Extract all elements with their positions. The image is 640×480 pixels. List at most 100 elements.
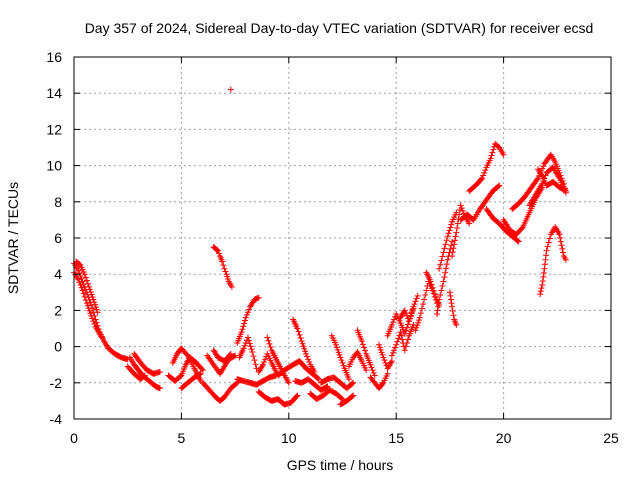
data-point (449, 249, 456, 256)
y-tick-label: 14 (46, 85, 62, 101)
data-point (417, 310, 424, 317)
data-point (242, 314, 249, 321)
data-point (429, 284, 436, 291)
data-point (515, 238, 522, 245)
data-point (370, 369, 377, 376)
data-point (378, 349, 385, 356)
x-tick-label: 0 (70, 430, 78, 446)
data-point (434, 307, 441, 314)
data-point (443, 237, 450, 244)
data-point (369, 367, 376, 374)
data-point (402, 343, 409, 350)
data-point (388, 352, 395, 359)
data-point (437, 261, 444, 268)
data-point (244, 309, 251, 316)
data-point (453, 229, 460, 236)
data-point (252, 361, 259, 368)
data-point (394, 338, 401, 345)
grid (74, 57, 611, 419)
data-point (389, 349, 396, 356)
data-point (413, 324, 420, 331)
data-point (233, 380, 240, 387)
data-point (436, 296, 443, 303)
data-point (92, 304, 99, 311)
data-point (261, 358, 268, 365)
data-point (240, 345, 247, 352)
data-point (350, 392, 357, 399)
data-point (421, 296, 428, 303)
data-point (430, 287, 437, 294)
y-tick-label: 16 (46, 49, 62, 65)
data-point (83, 277, 90, 284)
data-point (367, 361, 374, 368)
data-point (248, 346, 255, 353)
data-point (436, 265, 443, 272)
data-point (98, 334, 105, 341)
data-point (412, 327, 419, 334)
data-point (402, 327, 409, 334)
data-point (336, 351, 343, 358)
data-point (561, 187, 568, 194)
data-point (197, 370, 204, 377)
data-point (562, 187, 569, 194)
data-point (362, 347, 369, 354)
y-tick-label: 12 (46, 121, 62, 137)
data-point (441, 274, 448, 281)
data-point (86, 286, 93, 293)
data-point (388, 321, 395, 328)
data-point (338, 395, 345, 402)
data-point (454, 220, 461, 227)
data-point (439, 282, 446, 289)
data-point (314, 375, 321, 382)
data-point (244, 334, 251, 341)
axis-ticks: 0 5 10 15 20 25 -4 -2 0 2 4 6 8 10 12 14 16 (46, 49, 619, 446)
data-point (391, 347, 398, 354)
data-point (449, 253, 456, 260)
data-point (438, 287, 445, 294)
data-point (398, 332, 405, 339)
data-point (92, 301, 99, 308)
data-point (495, 183, 502, 190)
data-point (444, 233, 451, 240)
data-point (368, 364, 375, 371)
data-point (226, 352, 233, 359)
data-point (177, 373, 184, 380)
data-point (335, 349, 342, 356)
data-point (376, 344, 383, 351)
data-point (450, 245, 457, 252)
x-axis-label: GPS time / hours (287, 457, 394, 473)
data-point (541, 261, 548, 268)
y-tick-label: -4 (50, 411, 63, 427)
data-point (76, 270, 83, 277)
data-point (198, 365, 205, 372)
data-point (241, 320, 248, 327)
data-point (220, 262, 227, 269)
data-point (349, 380, 356, 387)
data-point (559, 245, 566, 252)
data-point (231, 353, 238, 360)
data-point (90, 318, 97, 325)
data-point (389, 319, 396, 326)
data-point (540, 273, 547, 280)
data-point (542, 256, 549, 263)
data-point (451, 237, 458, 244)
data-point (401, 330, 408, 337)
data-point (89, 315, 96, 322)
data-point (382, 359, 389, 366)
data-point (453, 321, 460, 328)
data-point (345, 376, 352, 383)
data-point (219, 258, 226, 265)
data-point (414, 322, 421, 329)
x-tick-label: 20 (496, 430, 512, 446)
data-point (379, 351, 386, 358)
data-point (448, 221, 455, 228)
data-point (388, 358, 395, 365)
data-point (432, 293, 439, 300)
data-point (333, 341, 340, 348)
data-point (228, 283, 235, 290)
data-point (403, 339, 410, 346)
data-point (481, 169, 488, 176)
data-point (267, 344, 274, 351)
data-point (81, 271, 88, 278)
data-point (84, 302, 91, 309)
